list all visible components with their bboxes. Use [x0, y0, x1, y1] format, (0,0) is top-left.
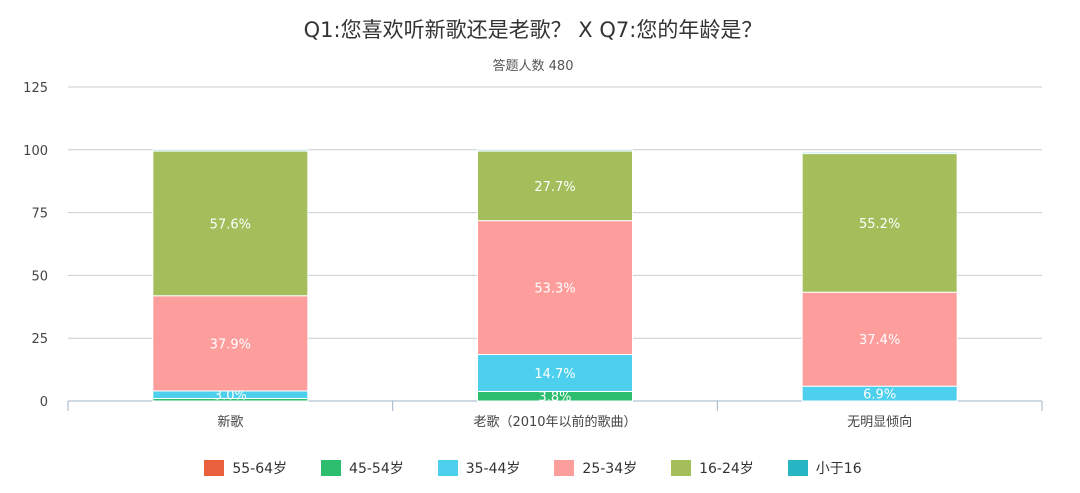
data-label: 27.7% — [534, 180, 575, 195]
legend-label: 55-64岁 — [232, 461, 288, 477]
data-label: 6.9% — [863, 388, 896, 403]
y-tick-label: 25 — [31, 332, 48, 347]
bar-segment — [801, 291, 958, 387]
legend-swatch — [437, 460, 458, 476]
legend-label: 小于16 — [815, 461, 862, 477]
data-label: 57.6% — [210, 217, 251, 232]
y-tick-label: 50 — [31, 269, 48, 284]
chart-subtitle: 答题人数 480 — [492, 59, 574, 74]
bar-segment — [152, 295, 309, 392]
bar-segment — [152, 150, 309, 297]
legend-item[interactable]: 25-34岁 — [554, 458, 637, 478]
bar-segment — [801, 153, 958, 293]
y-tick-label: 125 — [23, 81, 48, 96]
legend-item[interactable]: 45-54岁 — [321, 458, 404, 478]
y-tick-label: 75 — [31, 207, 48, 222]
x-tick-label: 新歌 — [217, 414, 243, 430]
legend-label: 25-34岁 — [582, 461, 638, 477]
legend-item[interactable]: 35-44岁 — [437, 458, 521, 478]
data-label: 37.9% — [210, 337, 251, 352]
data-label: 14.7% — [534, 367, 575, 382]
bar-segment — [477, 150, 633, 222]
y-tick-label: 0 — [40, 395, 48, 410]
bar-segment — [152, 149, 309, 152]
chart-title: Q1:您喜欢听新歌还是老歌？ X Q7:您的年龄是？ — [303, 18, 763, 42]
bar-segment — [801, 151, 958, 155]
legend-swatch — [204, 460, 225, 476]
x-tick-label: 无明显倾向 — [847, 414, 912, 430]
data-label: 3.8% — [538, 390, 571, 405]
legend-item[interactable]: 小于16 — [787, 458, 862, 478]
legend-item[interactable]: 55-64岁 — [204, 458, 287, 478]
data-label: 3.0% — [214, 389, 247, 404]
data-label: 55.2% — [859, 217, 900, 232]
chart-legend: 55-64岁 45-54岁 35-44岁 25-34岁 16-24岁 小于16 — [0, 458, 1066, 478]
x-tick-label: 老歌（2010年以前的歌曲） — [473, 414, 636, 430]
legend-swatch — [321, 460, 342, 476]
bar-segment — [477, 220, 633, 356]
legend-item[interactable]: 16-24岁 — [671, 458, 754, 478]
legend-label: 45-54岁 — [349, 461, 404, 477]
data-label: 37.4% — [859, 333, 900, 348]
legend-label: 16-24岁 — [699, 461, 754, 477]
legend-label: 35-44岁 — [465, 461, 521, 477]
legend-swatch — [671, 460, 692, 476]
legend-swatch — [554, 460, 575, 476]
data-label: 53.3% — [534, 282, 575, 297]
y-tick-label: 100 — [23, 144, 48, 159]
legend-swatch — [787, 460, 808, 476]
bar-segment — [477, 149, 633, 152]
bar-segment — [477, 354, 633, 392]
